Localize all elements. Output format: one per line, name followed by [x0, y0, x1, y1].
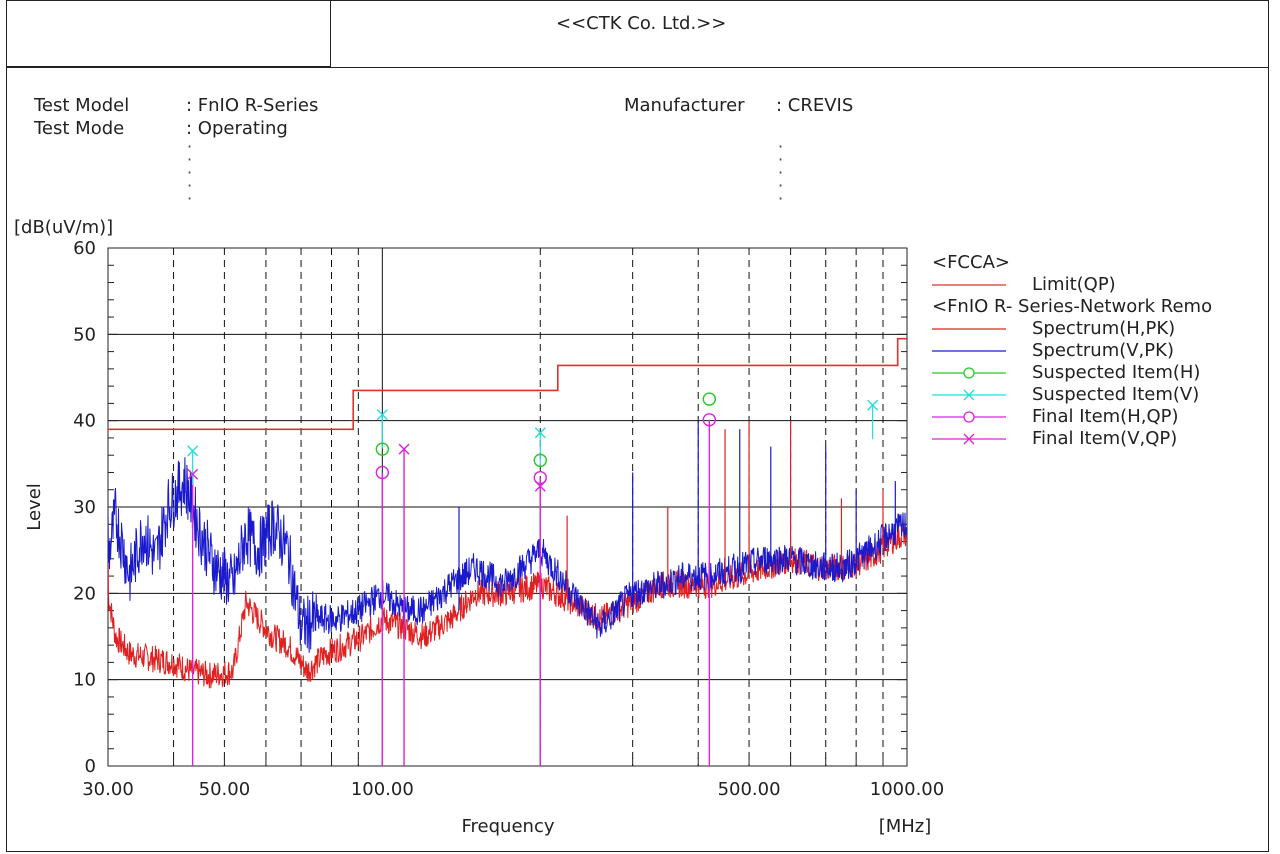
suspected-item-h-marker — [375, 442, 390, 456]
test-mode-value: : Operating — [186, 118, 288, 139]
x-tick-label: 50.00 — [199, 779, 251, 800]
test-model-label: Test Model — [34, 95, 130, 116]
plot-series — [108, 337, 907, 766]
suspected-item-v-marker — [376, 409, 388, 421]
final-item-h-qp-marker — [533, 470, 547, 485]
y-tick-label: 10 — [73, 670, 96, 691]
legend-item-label: Suspected Item(V) — [1032, 384, 1199, 405]
suspected-item-h-marker — [533, 453, 547, 468]
y-axis-label: Level — [24, 483, 45, 531]
x-tick-label: 30.00 — [82, 779, 134, 800]
legend-item-label: Final Item(H,QP) — [1032, 406, 1179, 427]
legend-item-label: Spectrum(V,PK) — [1032, 340, 1174, 361]
legend-circle-marker — [963, 411, 975, 423]
legend-item-label: Final Item(V,QP) — [1032, 428, 1177, 449]
y-tick-label: 50 — [73, 324, 96, 345]
suspected-item-v-marker — [534, 427, 546, 439]
legend-cross-marker — [963, 389, 975, 401]
legend-cross-marker — [963, 433, 975, 445]
legend-group-fcca: <FCCA> — [932, 252, 1010, 273]
x-axis-label: Frequency — [462, 816, 555, 837]
logo-box-divider — [330, 0, 331, 67]
x-tick-label: 1000.00 — [870, 779, 944, 800]
test-model-value: : FnIO R-Series — [186, 95, 319, 116]
legend-item-label: Limit(QP) — [1032, 274, 1116, 295]
spectrum-v-pk-line — [108, 457, 907, 653]
y-unit-label: [dB(uV/m)] — [14, 217, 113, 238]
spectrum-h-pk-line — [108, 522, 907, 689]
right-dots: · · · · · — [778, 137, 784, 208]
left-dots: · · · · · — [187, 137, 193, 208]
y-tick-label: 0 — [85, 756, 96, 777]
legend-item-label: Suspected Item(H) — [1032, 362, 1200, 383]
y-tick-label: 20 — [73, 583, 96, 604]
final-item-v-qp-marker — [187, 468, 199, 480]
x-tick-label: 500.00 — [718, 779, 781, 800]
y-tick-label: 30 — [73, 497, 96, 518]
x-tick-label: 100.00 — [351, 779, 414, 800]
final-item-v-qp-marker — [398, 443, 410, 455]
company-title: <<CTK Co. Ltd.>> — [556, 13, 727, 34]
y-tick-label: 60 — [73, 238, 96, 259]
limit-qp-line — [108, 337, 907, 431]
report-frame — [6, 0, 1269, 852]
header-top-border — [6, 0, 1269, 1]
x-unit-label: [MHz] — [879, 816, 932, 837]
test-mode-label: Test Mode — [34, 118, 125, 139]
manufacturer-value: : CREVIS — [776, 95, 854, 116]
final-item-h-qp-marker — [375, 465, 390, 480]
legend-item-label: Spectrum(H,PK) — [1032, 318, 1175, 339]
logo-box-bottom — [6, 66, 330, 67]
suspected-item-v-marker — [187, 445, 199, 457]
y-tick-label: 40 — [73, 411, 96, 432]
final-item-h-qp-marker — [702, 413, 717, 427]
final-item-v-qp-marker — [534, 480, 546, 492]
legend-group-model: <FnIO R- Series-Network Remo — [932, 296, 1212, 317]
legend-circle-marker — [963, 367, 975, 379]
suspected-item-v-marker — [867, 399, 879, 411]
header-bottom-border — [6, 67, 1269, 68]
suspected-item-h-marker — [702, 392, 717, 406]
manufacturer-label: Manufacturer — [624, 95, 745, 116]
